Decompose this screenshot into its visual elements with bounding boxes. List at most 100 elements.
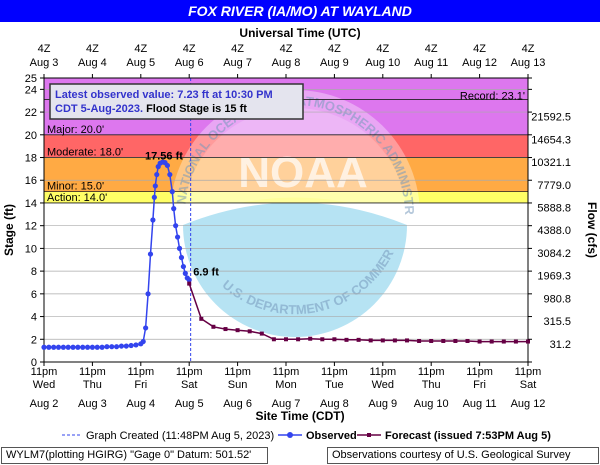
x-tick-date: Aug 11	[463, 398, 497, 410]
x-tick-time: 11pm	[176, 366, 203, 378]
legend-observed: Observed	[306, 430, 357, 442]
forecast-point	[235, 328, 240, 333]
legend-forecast: Forecast (issued 7:53PM Aug 5)	[385, 430, 551, 442]
observed-point	[118, 343, 125, 349]
observed-point	[123, 343, 129, 349]
forecast-point	[441, 338, 446, 343]
observed-point	[152, 183, 158, 189]
observed-point	[51, 344, 57, 350]
title-bar	[0, 0, 600, 22]
top-tick-time: 4Z	[425, 43, 438, 55]
observed-point	[65, 344, 71, 350]
top-tick-date: Aug 9	[320, 57, 349, 69]
top-tick-time: 4Z	[522, 43, 535, 55]
x-tick-day: Thu	[422, 379, 441, 391]
watermark-wave	[183, 202, 407, 337]
forecast-point	[501, 339, 506, 344]
observed-point	[174, 234, 181, 240]
legend-forecast-marker	[367, 433, 371, 437]
legend: Graph Created (11:48PM Aug 5, 2023) Obse…	[62, 430, 551, 442]
footer-observation-credit: Observations courtesy of U.S. Geological…	[327, 447, 599, 464]
flow-tick-label: 980.8	[543, 293, 571, 305]
x-tick-time: 11pm	[515, 366, 542, 378]
observed-point	[41, 344, 47, 350]
band-moderate	[44, 134, 528, 158]
forecast-point	[344, 337, 349, 342]
y-tick-label: 0	[31, 357, 37, 369]
y-tick-label: 25	[25, 73, 37, 85]
flow-tick-label: 7779.0	[537, 180, 571, 192]
observed-point	[84, 344, 91, 350]
forecast-point	[199, 316, 204, 321]
top-tick-date: Aug 7	[223, 57, 252, 69]
top-tick-date: Aug 5	[126, 57, 155, 69]
forecast-point	[308, 336, 313, 341]
forecast-point	[284, 337, 288, 342]
forecast-point	[429, 338, 434, 343]
band-label-major: Major: 20.0'	[47, 124, 104, 136]
info-box-line-1: Latest observed value: 7.23 ft at 10:30 …	[55, 89, 273, 101]
watermark-logo-text: NOAA	[238, 148, 368, 197]
top-axis-title: Universal Time (UTC)	[239, 26, 360, 40]
forecast-point	[187, 281, 192, 286]
y-tick-label: 10	[25, 243, 37, 255]
top-tick-date: Aug 11	[414, 57, 448, 69]
info-box: Latest observed value: 7.23 ft at 10:30 …	[49, 83, 304, 120]
observed-point	[133, 342, 139, 348]
x-tick-date: Aug 4	[126, 398, 155, 410]
y-tick-label: 8	[31, 266, 37, 278]
annotations: 17.56 ft 6.9 ft	[145, 151, 219, 279]
chart-title: FOX RIVER (IA/MO) AT WAYLAND	[188, 3, 412, 19]
observed-point	[147, 251, 154, 257]
y-tick-label: 14	[25, 198, 37, 210]
forecast-point	[513, 339, 518, 344]
forecast-point	[489, 339, 494, 344]
top-tick-date: Aug 4	[78, 57, 107, 69]
y-tick-label: 4	[31, 312, 37, 324]
x-tick-day: Wed	[372, 379, 394, 391]
top-tick-time: 4Z	[328, 43, 341, 55]
legend-graph-created: Graph Created (11:48PM Aug 5, 2023)	[86, 430, 274, 442]
observed-point	[94, 344, 100, 350]
x-tick-time: 11pm	[418, 366, 445, 378]
y-tick-label: 22	[25, 107, 37, 119]
y-tick-label: 20	[25, 130, 37, 142]
forecast-point	[247, 329, 252, 334]
x-tick-time: 11pm	[369, 366, 396, 378]
x-tick-time: 11pm	[273, 366, 300, 378]
x-tick-day: Sat	[520, 379, 537, 391]
observed-point	[150, 217, 156, 223]
forecast-point	[211, 324, 216, 329]
x-tick-date: Aug 8	[320, 398, 349, 410]
observed-point	[114, 344, 120, 350]
x-tick-date: Aug 7	[272, 398, 301, 410]
flow-tick-label: 31.2	[550, 339, 571, 351]
y-tick-label: 2	[31, 334, 37, 346]
forecast-point	[453, 338, 458, 343]
forecast-point	[223, 327, 228, 332]
footer-gage-info: WYLM7(plotting HGIRG) "Gage 0" Datum: 50…	[1, 447, 268, 464]
flow-tick-label: 1969.3	[537, 271, 571, 283]
flow-tick-label: 3084.2	[537, 248, 571, 260]
left-axis-title: Stage (ft)	[2, 204, 16, 256]
flow-tick-label: 5888.8	[537, 203, 571, 215]
top-tick-date: Aug 8	[272, 57, 301, 69]
observed-point	[104, 344, 110, 350]
flow-tick-label: 4388.0	[537, 225, 571, 237]
x-tick-date: Aug 6	[223, 398, 252, 410]
x-tick-day: Wed	[33, 379, 55, 391]
x-tick-date: Aug 10	[414, 398, 449, 410]
x-tick-time: 11pm	[224, 366, 251, 378]
forecast-point	[477, 339, 482, 344]
top-tick-time: 4Z	[231, 43, 244, 55]
forecast-point	[526, 339, 530, 344]
top-tick-time: 4Z	[376, 43, 389, 55]
x-tick-date: Aug 2	[30, 398, 59, 410]
forecast-point	[405, 338, 409, 343]
band-label-minor: Minor: 15.0'	[47, 181, 104, 193]
forecast-start-label: 6.9 ft	[193, 267, 219, 279]
forecast-point	[392, 338, 397, 343]
observed-point	[55, 344, 62, 350]
x-tick-time: 11pm	[466, 366, 493, 378]
